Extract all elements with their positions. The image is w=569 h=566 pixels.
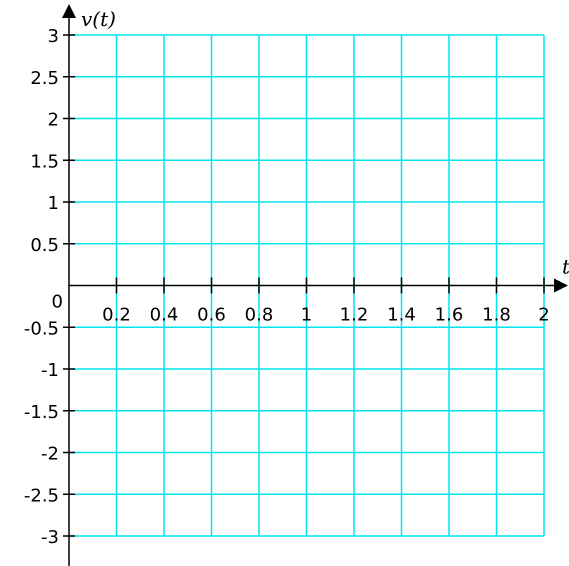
x-tick-label: 1 — [301, 305, 312, 326]
y-tick-label: 1 — [48, 193, 59, 214]
y-tick-label: 1.5 — [30, 151, 59, 172]
y-axis-title: v(t) — [81, 7, 116, 31]
y-axis-arrow-icon — [62, 4, 76, 18]
x-tick-label: 1.4 — [387, 305, 416, 326]
tick-labels: 0.2 0.4 0.6 0.8 1 1.2 1.4 1.6 1.8 2 3 2.5 2 1.5 1 0.5 -0… — [24, 26, 550, 548]
y-tick-label: 2.5 — [30, 68, 59, 89]
y-tick-label: -2.5 — [24, 485, 59, 506]
y-tick-label: -0.5 — [24, 318, 59, 339]
x-tick-label: 2 — [538, 305, 549, 326]
x-tick-label: 1.6 — [435, 305, 464, 326]
x-tick-label: 0.8 — [245, 305, 274, 326]
x-axis-title: t — [562, 255, 569, 279]
y-tick-label: 3 — [48, 26, 59, 47]
y-tick-label: -3 — [41, 527, 59, 548]
tick-marks — [63, 34, 545, 537]
x-tick-label: 0.6 — [197, 305, 226, 326]
x-tick-label: 0.2 — [102, 305, 131, 326]
origin-label: 0 — [52, 292, 63, 313]
x-tick-label: 1.8 — [482, 305, 511, 326]
x-axis-arrow-icon — [554, 278, 568, 293]
y-tick-label: -1 — [41, 360, 59, 381]
y-tick-label: -2 — [41, 444, 59, 465]
y-tick-label: -1.5 — [24, 402, 59, 423]
y-tick-label: 2 — [48, 110, 59, 131]
x-tick-label: 1.2 — [340, 305, 369, 326]
grid — [69, 34, 545, 537]
y-tick-label: 0.5 — [30, 235, 59, 256]
axes — [62, 4, 568, 566]
x-tick-label: 0.4 — [150, 305, 179, 326]
